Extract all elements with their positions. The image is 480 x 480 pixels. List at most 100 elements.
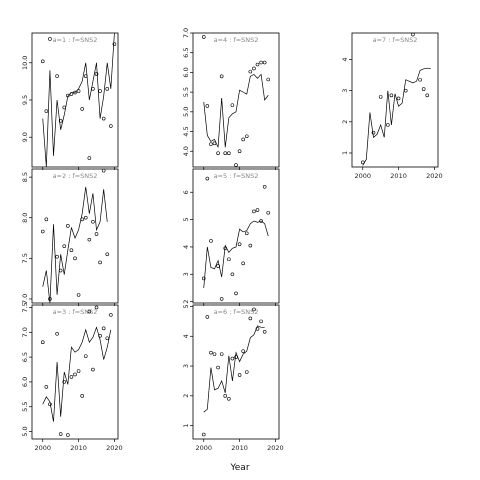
y-tick-label: 5.5 [21,402,29,412]
data-point [80,107,84,111]
data-point [98,260,102,265]
y-tick-label: 1 [182,424,190,428]
y-tick-label: 4.0 [182,146,190,156]
data-point [112,42,117,46]
data-point [219,297,224,301]
y-tick-label: 5.0 [182,107,190,117]
data-point [411,32,415,37]
data-point [252,209,256,214]
data-point [69,375,74,379]
data-point [40,59,45,64]
data-point [205,315,210,319]
data-point [69,92,74,96]
x-tick-label: 2020 [426,172,443,180]
data-point [259,219,263,223]
data-point [201,432,206,437]
panel-frame [31,168,119,304]
data-point [403,88,408,93]
data-point [230,103,235,107]
x-tick-label: 2010 [231,444,248,452]
data-point [201,276,206,281]
data-point [259,60,263,65]
data-point [55,254,59,259]
y-tick-label: 4 [182,334,190,338]
data-point [105,87,110,91]
data-point [237,373,242,377]
panel-label: a=4 : f=SNS2 [214,36,259,44]
data-point [219,74,224,79]
panel-6: a=6 : f=SNS2 1 2 3 4 5 2000 2010 2020 [182,304,284,452]
data-point [227,151,231,156]
y-tick-label: 8.0 [21,213,29,223]
data-point [219,352,224,356]
data-point [66,224,70,228]
data-point [255,208,260,212]
data-point [205,176,210,181]
data-point [262,329,267,334]
data-point [248,316,253,321]
panel-frame [192,32,280,168]
data-point [44,109,49,113]
data-point [223,394,228,398]
data-point [105,252,110,257]
data-point [262,60,267,65]
panel-frame [31,304,119,440]
data-point [58,268,63,273]
data-point [91,87,95,91]
fit-line [42,32,115,168]
data-point [360,160,365,165]
data-point [66,93,70,98]
data-point [234,163,238,167]
data-point [230,272,235,277]
panel-frame [192,304,280,440]
data-point [94,72,99,76]
y-tick-label: 7.5 [21,302,29,312]
data-point [209,142,213,146]
data-point [44,217,49,222]
y-tick-label: 5 [182,304,190,308]
data-point [83,74,88,78]
y-tick-label: 5 [182,218,190,222]
panel-2: a=2 : f=SNS2 7.0 7.5 8.0 8.5 [21,168,119,306]
data-point [101,168,106,173]
data-point [248,69,253,74]
data-point [252,307,256,312]
data-point [48,37,52,41]
fit-line [203,73,269,148]
data-point [234,291,238,296]
y-tick-label: 5.0 [21,426,29,436]
data-point [209,239,213,243]
data-point [421,87,426,91]
panel-label: a=7 : f=SNS2 [373,36,418,44]
y-tick-label: 6.0 [182,67,190,77]
data-point [87,309,92,314]
data-point [389,93,394,98]
y-tick-label: 3 [182,364,190,368]
data-point [244,231,249,236]
x-tick-label: 2010 [390,172,407,180]
data-point [216,264,220,268]
data-point [371,130,376,135]
data-point [58,119,63,123]
x-tick-label: 2020 [267,444,284,452]
panel-label: a=3 : f=SNS2 [53,308,98,316]
y-tick-label: 6 [182,190,190,194]
y-tick-label: 3 [341,89,349,93]
fit-line [362,67,431,166]
data-point [73,90,77,95]
data-point [255,327,260,331]
x-tick-label: 2000 [195,444,212,452]
data-point [83,354,88,358]
data-point [98,333,102,338]
y-tick-label: 7.0 [182,28,190,38]
panel-frame [192,168,280,304]
x-tick-label: 2020 [106,444,123,452]
data-point [262,184,267,189]
data-point [396,96,401,101]
data-point [62,380,67,384]
panel-label: a=2 : f=SNS2 [53,172,98,180]
data-point [87,237,92,242]
data-point [55,74,59,78]
data-point [76,89,81,93]
